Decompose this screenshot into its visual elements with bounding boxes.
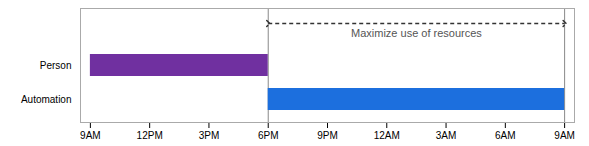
svg-text:6PM: 6PM — [258, 130, 279, 141]
svg-text:Person: Person — [40, 60, 72, 71]
svg-text:6AM: 6AM — [495, 130, 516, 141]
svg-text:9AM: 9AM — [554, 130, 575, 141]
svg-text:9PM: 9PM — [317, 130, 338, 141]
svg-text:12AM: 12AM — [374, 130, 400, 141]
svg-text:9AM: 9AM — [80, 130, 101, 141]
svg-text:3AM: 3AM — [436, 130, 457, 141]
svg-text:Maximize use of resources: Maximize use of resources — [351, 27, 482, 39]
svg-text:Automation: Automation — [21, 94, 72, 105]
svg-text:12PM: 12PM — [137, 130, 163, 141]
svg-text:3PM: 3PM — [199, 130, 220, 141]
